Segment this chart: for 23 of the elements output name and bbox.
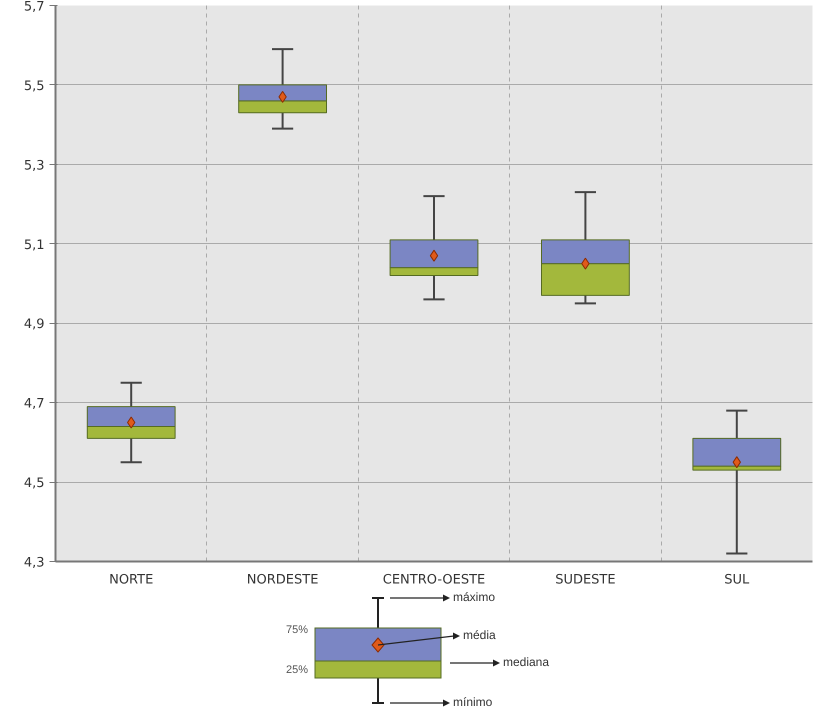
text: 25% xyxy=(286,664,308,676)
text: mediana xyxy=(503,655,550,670)
point xyxy=(430,250,438,262)
y-tick-label: 4,5 xyxy=(24,476,45,492)
y-tick-label: 5,7 xyxy=(24,0,45,14)
x-tick-label: NORDESTE xyxy=(246,572,318,588)
text: máximo xyxy=(453,590,496,604)
point xyxy=(581,258,590,270)
x-tick-label: SUL xyxy=(724,572,750,588)
x-tick-label: NORTE xyxy=(109,572,154,588)
x-tick-label: CENTRO-OESTE xyxy=(382,572,486,588)
y-tick-label: 4,3 xyxy=(24,556,45,570)
y-tick-label: 5,1 xyxy=(24,238,45,253)
y-tick-label: 4,9 xyxy=(24,317,45,332)
point xyxy=(127,416,136,428)
text: mínimo xyxy=(453,695,493,710)
y-tick-label: 4,7 xyxy=(24,396,45,412)
y-tick-label: 5,3 xyxy=(24,158,45,174)
point xyxy=(278,90,287,103)
text: 75% xyxy=(286,624,308,636)
x-tick-label: SUDESTE xyxy=(555,572,616,588)
text: média xyxy=(463,628,496,642)
y-tick-label: 5,5 xyxy=(24,78,45,94)
